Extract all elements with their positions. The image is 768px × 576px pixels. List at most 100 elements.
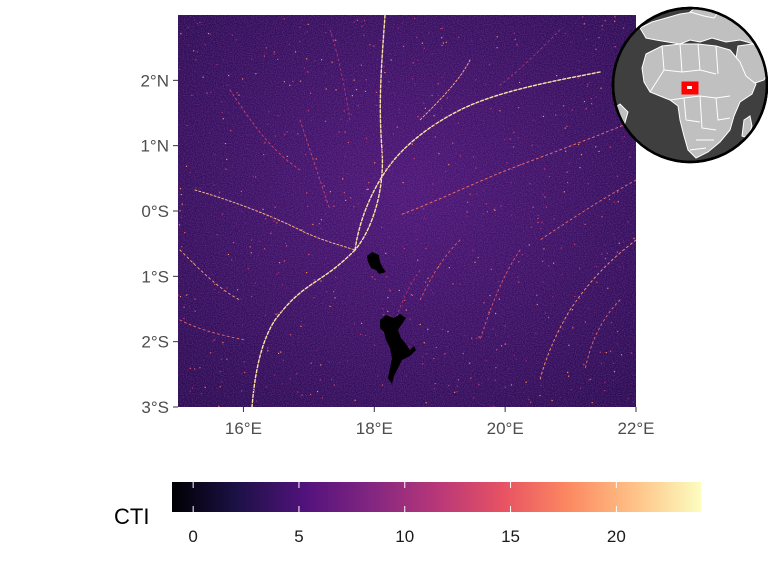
y-tick-label: 1°N <box>140 137 169 156</box>
raster-speckle <box>218 191 220 193</box>
raster-speckle <box>392 133 395 135</box>
river-main <box>329 29 351 121</box>
raster-speckle <box>339 361 341 363</box>
raster-speckle <box>194 298 196 300</box>
raster-speckle <box>226 358 228 360</box>
raster-speckle <box>567 371 569 373</box>
raster-speckle <box>417 59 419 62</box>
raster-speckle <box>587 83 589 85</box>
raster-speckle <box>193 262 195 264</box>
raster-speckle <box>627 221 629 223</box>
raster-speckle <box>361 322 363 324</box>
raster-speckle <box>599 351 601 353</box>
raster-speckle <box>473 397 475 399</box>
raster-speckle <box>242 78 244 80</box>
raster-speckle <box>188 44 190 46</box>
raster-speckle <box>446 97 448 99</box>
raster-speckle <box>421 42 423 44</box>
raster-speckle <box>385 168 387 170</box>
raster-speckle <box>441 76 443 78</box>
raster-speckle <box>223 290 225 292</box>
raster-speckle <box>221 101 223 103</box>
raster-speckle <box>285 245 288 247</box>
raster-speckle <box>187 26 189 29</box>
raster-speckle <box>396 126 398 128</box>
raster-speckle <box>271 216 273 218</box>
raster-speckle <box>315 158 317 160</box>
raster-speckle <box>235 39 237 41</box>
raster-speckle <box>182 204 184 206</box>
raster-speckle <box>374 344 376 346</box>
raster-speckle <box>613 201 615 203</box>
raster-speckle <box>464 178 466 181</box>
raster-speckle <box>600 362 602 365</box>
raster-speckle <box>423 102 425 104</box>
raster-speckle <box>252 175 254 178</box>
raster-speckle <box>488 63 491 65</box>
raster-speckle <box>228 74 230 77</box>
raster-speckle <box>574 243 576 246</box>
raster-speckle <box>250 239 253 241</box>
raster-speckle <box>580 387 582 389</box>
raster-speckle <box>423 342 425 344</box>
river-main <box>539 239 636 381</box>
raster-speckle <box>368 182 370 184</box>
raster-speckle <box>362 289 364 291</box>
raster-speckle <box>568 162 570 165</box>
raster-speckle <box>584 223 586 225</box>
raster-speckle <box>498 298 500 300</box>
raster-speckle <box>325 120 327 122</box>
raster-speckle <box>289 378 291 380</box>
raster-speckle <box>268 111 270 113</box>
raster-speckle <box>621 137 623 139</box>
raster-speckle <box>409 318 411 320</box>
raster-speckle <box>316 390 319 393</box>
raster-speckle <box>604 20 606 22</box>
raster-speckle <box>426 353 428 355</box>
raster-speckle <box>610 164 612 166</box>
raster-speckle <box>606 252 608 254</box>
raster-speckle <box>559 396 561 398</box>
raster-speckle <box>376 58 379 60</box>
raster-speckle <box>537 221 539 224</box>
raster-speckle <box>325 199 327 201</box>
raster-speckle <box>447 331 449 333</box>
raster-speckle <box>259 240 261 242</box>
raster-speckle <box>277 313 279 315</box>
raster-speckle <box>504 139 506 141</box>
raster-speckle <box>431 94 433 97</box>
raster-speckle <box>617 191 619 193</box>
raster-speckle <box>381 384 383 386</box>
y-tick-label: 0°S <box>141 202 169 221</box>
raster-speckle <box>622 27 625 29</box>
raster-speckle <box>466 211 468 213</box>
raster-speckle <box>263 55 265 57</box>
raster-speckle <box>273 51 275 53</box>
raster-speckle <box>267 350 269 352</box>
raster-speckle <box>199 367 201 369</box>
raster-speckle <box>509 138 511 140</box>
raster-speckle <box>545 206 547 208</box>
raster-speckle <box>620 354 623 356</box>
raster-speckle <box>329 151 331 153</box>
raster-speckle <box>568 375 570 377</box>
raster-speckle <box>604 381 606 383</box>
raster-speckle <box>351 95 353 97</box>
raster-speckle <box>574 301 576 303</box>
raster-speckle <box>593 265 595 267</box>
drainage-network <box>178 15 636 407</box>
raster-speckle <box>298 337 300 339</box>
raster-speckle <box>214 154 216 156</box>
raster-speckle <box>301 229 303 231</box>
raster-speckle <box>195 187 197 189</box>
raster-speckle <box>384 72 386 74</box>
raster-speckle <box>367 187 369 189</box>
raster-speckle <box>616 343 618 345</box>
raster-speckle <box>390 59 392 61</box>
river-main <box>419 239 461 301</box>
raster-speckle <box>402 45 405 47</box>
y-tick-label: 3°S <box>141 398 169 417</box>
raster-speckle <box>529 183 531 185</box>
legend-tick-label: 5 <box>294 527 303 546</box>
raster-speckle <box>604 257 607 260</box>
